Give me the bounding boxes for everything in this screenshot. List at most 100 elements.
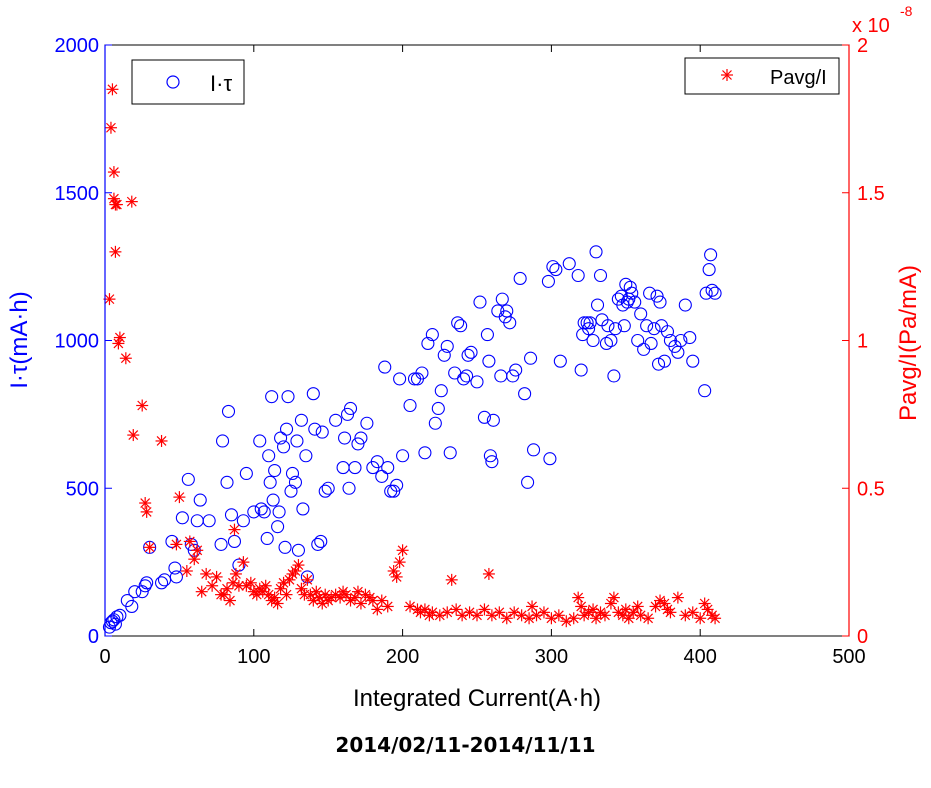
- series-pavg-i: [103, 83, 722, 628]
- i-tau-point: [343, 401, 358, 416]
- pavg-i-point: [223, 594, 236, 607]
- pavg-i-point: [500, 612, 513, 625]
- legend-star-glyph: [721, 69, 733, 81]
- i-tau-point: [257, 505, 271, 519]
- pavg-i-point: [277, 576, 290, 589]
- x-tick-label: 0: [99, 646, 110, 668]
- pavg-i-point: [110, 198, 123, 211]
- legend-right: Pavg/I: [684, 57, 840, 95]
- i-tau-point: [524, 351, 538, 365]
- pavg-i-point: [598, 609, 611, 622]
- right-tick-label: 0: [857, 626, 868, 648]
- i-tau-point: [239, 466, 253, 481]
- pavg-i-point: [136, 399, 149, 412]
- i-tau-point: [272, 505, 286, 519]
- i-tau-point: [451, 316, 465, 330]
- pavg-i-point: [173, 491, 186, 504]
- pavg-i-point: [228, 523, 241, 536]
- i-tau-point: [181, 472, 195, 486]
- i-tau-point: [619, 277, 633, 291]
- pavg-i-point: [125, 195, 138, 208]
- i-tau-point: [708, 286, 722, 300]
- pavg-i-point: [200, 567, 213, 580]
- pavg-i-point: [587, 603, 600, 616]
- pavg-i-point: [191, 544, 204, 557]
- legend-left: I·τ: [131, 59, 245, 105]
- right-tick-label: 1.5: [857, 183, 885, 205]
- pavg-i-point: [441, 606, 454, 619]
- i-tau-point: [415, 366, 429, 380]
- right-axis-exponent: -8: [900, 3, 913, 19]
- i-tau-point: [589, 245, 603, 259]
- pavg-i-point: [671, 591, 684, 604]
- i-tau-point: [623, 280, 637, 294]
- i-tau-point: [657, 354, 672, 368]
- i-tau-point: [421, 336, 435, 351]
- i-tau-point: [518, 387, 532, 401]
- i-tau-point: [393, 372, 407, 386]
- i-tau-point: [549, 263, 563, 277]
- i-tau-point: [593, 268, 608, 283]
- i-tau-point: [562, 257, 576, 271]
- i-tau-point: [698, 384, 712, 398]
- i-tau-point: [396, 449, 410, 463]
- right-tick-label: 0.5: [857, 478, 885, 500]
- pavg-i-point: [567, 612, 580, 625]
- i-tau-point: [437, 348, 451, 362]
- i-tau-point: [108, 617, 122, 631]
- i-tau-point: [260, 531, 274, 546]
- pavg-i-point: [143, 541, 156, 554]
- i-tau-point: [464, 345, 478, 359]
- i-tau-point: [278, 540, 292, 554]
- i-tau-point: [268, 463, 282, 478]
- pavg-i-point: [354, 597, 367, 610]
- pavg-i-point: [390, 570, 403, 583]
- i-tau-point: [601, 319, 615, 333]
- i-tau-point: [526, 443, 541, 457]
- i-tau-point: [135, 585, 149, 599]
- i-tau-point: [486, 413, 500, 427]
- i-tau-point: [318, 484, 332, 498]
- i-tau-point: [541, 274, 555, 288]
- i-tau-point: [599, 336, 614, 351]
- i-tau-point: [480, 328, 494, 342]
- i-tau-point: [553, 354, 567, 368]
- i-tau-point: [306, 387, 320, 401]
- pavg-i-point: [170, 538, 183, 551]
- pavg-i-point: [709, 612, 722, 625]
- pavg-i-point: [244, 576, 257, 589]
- i-tau-point: [266, 493, 280, 507]
- i-tau-point: [338, 431, 352, 445]
- i-tau-point: [434, 384, 448, 398]
- i-tau-point: [216, 434, 230, 448]
- i-tau-point: [485, 455, 499, 469]
- i-tau-point: [617, 319, 631, 333]
- i-tau-point: [443, 446, 457, 460]
- right-axis-title: Pavg/I(Pa/mA): [895, 265, 922, 421]
- i-tau-point: [378, 360, 392, 374]
- i-tau-point: [138, 579, 152, 593]
- data-layer: [102, 83, 722, 634]
- i-tau-point: [288, 475, 303, 489]
- i-tau-point: [604, 333, 618, 348]
- pavg-i-point: [478, 603, 491, 616]
- pavg-i-point: [140, 505, 153, 518]
- i-tau-point: [113, 608, 127, 622]
- i-tau-point: [477, 410, 491, 424]
- i-tau-point: [291, 543, 305, 557]
- pavg-i-point: [572, 591, 585, 604]
- i-tau-point: [678, 298, 692, 312]
- i-tau-point: [351, 437, 365, 451]
- pavg-i-point: [119, 352, 132, 365]
- i-tau-point: [169, 570, 183, 584]
- x-axis-title: Integrated Current(A·h): [353, 685, 601, 712]
- i-tau-point: [202, 514, 216, 528]
- pavg-i-point: [537, 606, 550, 619]
- date-range-caption: 2014/02/11-2014/11/11: [335, 733, 596, 757]
- i-tau-point: [644, 336, 658, 351]
- i-tau-point: [128, 585, 142, 599]
- i-tau-point: [650, 289, 664, 303]
- pavg-i-point: [188, 553, 201, 566]
- pavg-i-point: [292, 559, 305, 572]
- i-tau-point: [277, 440, 291, 454]
